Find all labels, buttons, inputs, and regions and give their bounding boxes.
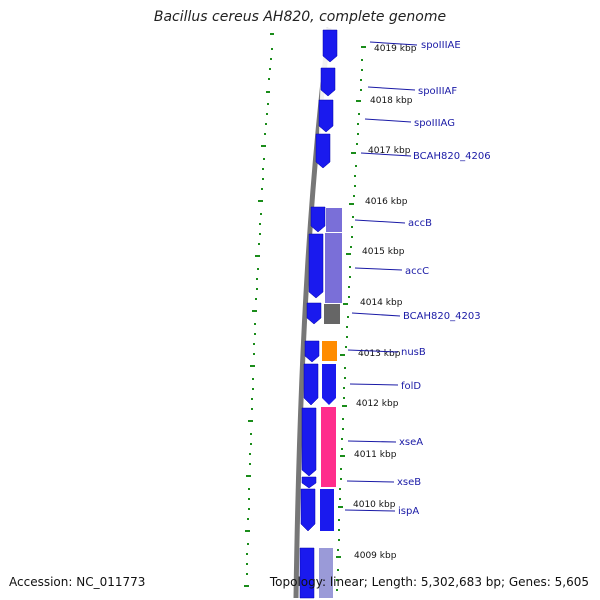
kbp-label: 4010 kbp: [353, 500, 396, 510]
gene-label: spoIIIAE: [421, 40, 461, 51]
kbp-label: 4015 kbp: [362, 247, 405, 257]
gene-label: xseA: [399, 437, 423, 448]
kbp-label: 4013 kbp: [358, 349, 401, 359]
gene-labels: spoIIIAE spoIIIAF spoIIIAG BCAH820_4206 …: [397, 40, 491, 517]
gene-label: accC: [405, 266, 429, 277]
left-tick-track: [244, 33, 274, 587]
gene-label: ispA: [398, 506, 419, 517]
gene-label: accB: [408, 218, 432, 229]
gene-label: spoIIIAF: [418, 86, 457, 97]
kbp-label: 4009 kbp: [354, 551, 397, 561]
kbp-label: 4019 kbp: [374, 44, 417, 54]
accession-text: Accession: NC_011773: [9, 575, 146, 589]
gene-label: xseB: [397, 477, 421, 488]
kbp-labels: 4019 kbp 4018 kbp 4017 kbp 4016 kbp 4015…: [353, 44, 417, 561]
kbp-label: 4012 kbp: [356, 399, 399, 409]
right-tick-track: [336, 46, 366, 591]
kbp-label: 4016 kbp: [365, 197, 408, 207]
gene-label: nusB: [401, 347, 426, 358]
gene-label: BCAH820_4206: [413, 151, 491, 162]
gene-label-leaders: [344, 41, 418, 512]
gene-label: BCAH820_4203: [403, 311, 481, 322]
kbp-label: 4017 kbp: [368, 146, 411, 156]
gene-arrows-strand1: [299, 29, 338, 599]
gene-label: folD: [401, 381, 421, 392]
kbp-label: 4011 kbp: [354, 450, 397, 460]
gene-arrows-strand2: [319, 208, 342, 598]
gene-label: spoIIIAG: [414, 118, 455, 129]
map-title: Bacillus cereus AH820, complete genome: [153, 9, 447, 25]
kbp-label: 4014 kbp: [360, 298, 403, 308]
genome-summary-text: Topology: linear; Length: 5,302,683 bp; …: [269, 575, 589, 589]
kbp-label: 4018 kbp: [370, 96, 413, 106]
